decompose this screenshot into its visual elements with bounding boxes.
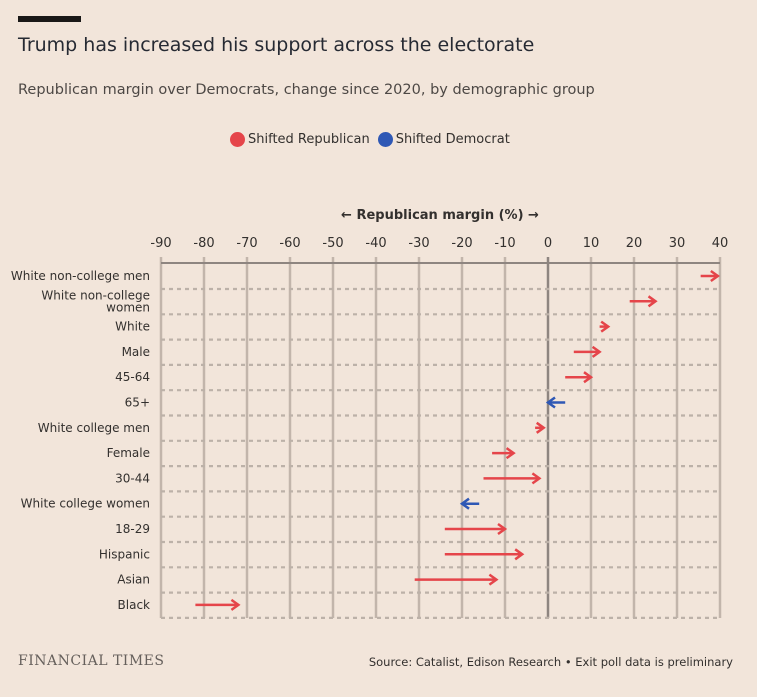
chart-title: Trump has increased his support across t… [18, 34, 535, 56]
legend-republican: Shifted Republican [230, 132, 370, 147]
shift-arrow-head [647, 295, 658, 308]
shift-arrow-head [600, 320, 611, 333]
legend-swatch-blue [377, 132, 393, 147]
shift-arrow-head [710, 269, 721, 283]
shift-arrow-head [514, 548, 525, 561]
category-label: 18-29 [115, 522, 150, 536]
x-axis-label: ← Republican margin (%) → [341, 208, 539, 223]
x-tick-label: -10 [494, 236, 515, 251]
shift-arrow-head [497, 522, 508, 536]
category-label: White non-college [41, 288, 150, 302]
title-bar [18, 16, 81, 22]
category-label: White college men [38, 421, 150, 435]
ft-logo: FINANCIAL TIMES [18, 653, 165, 669]
x-tick-label: 30 [669, 236, 686, 251]
shift-arrow-head [505, 447, 516, 460]
source-note: Source: Catalist, Edison Research • Exit… [368, 655, 733, 669]
legend-swatch-red [230, 132, 245, 147]
category-label: Hispanic [99, 547, 150, 561]
category-label: Asian [117, 573, 150, 587]
x-tick-label: -60 [279, 236, 300, 251]
legend: Shifted Republican Shifted Democrat [230, 132, 510, 147]
category-label: Male [122, 345, 150, 359]
shift-arrow-head [583, 371, 594, 384]
shift-arrow-head [459, 497, 470, 510]
category-label: 30-44 [115, 471, 150, 485]
x-tick-label: -20 [451, 236, 472, 251]
category-label: Black [118, 598, 151, 612]
x-tick-label: -30 [408, 236, 429, 251]
x-tick-label: 0 [544, 236, 552, 251]
shift-arrow-head [488, 573, 499, 586]
legend-democrat: Shifted Democrat [377, 132, 510, 147]
category-label: White [115, 320, 150, 334]
shift-arrow-head [545, 396, 556, 409]
shift-arrow-head [230, 598, 241, 611]
legend-label: Shifted Democrat [395, 132, 510, 147]
x-tick-label: -90 [150, 236, 171, 251]
category-label: women [106, 300, 150, 314]
legend-label: Shifted Republican [248, 132, 370, 147]
chart-subtitle: Republican margin over Democrats, change… [18, 82, 595, 98]
x-tick-label: -70 [236, 236, 257, 251]
category-label: White non-college men [11, 269, 150, 283]
category-label: 45-64 [115, 370, 150, 384]
x-tick-label: 20 [626, 236, 643, 251]
category-label: White college women [21, 497, 150, 511]
category-label: Female [107, 446, 150, 460]
x-tick-label: -50 [322, 236, 343, 251]
x-tick-label: 10 [583, 236, 600, 251]
shift-arrow-head [535, 421, 546, 434]
category-label: 65+ [125, 396, 150, 410]
x-tick-label: -40 [365, 236, 386, 251]
shift-arrow-head [531, 472, 542, 485]
x-tick-label: -80 [193, 236, 214, 251]
x-tick-label: 40 [712, 236, 729, 251]
shift-arrow-head [591, 345, 602, 358]
